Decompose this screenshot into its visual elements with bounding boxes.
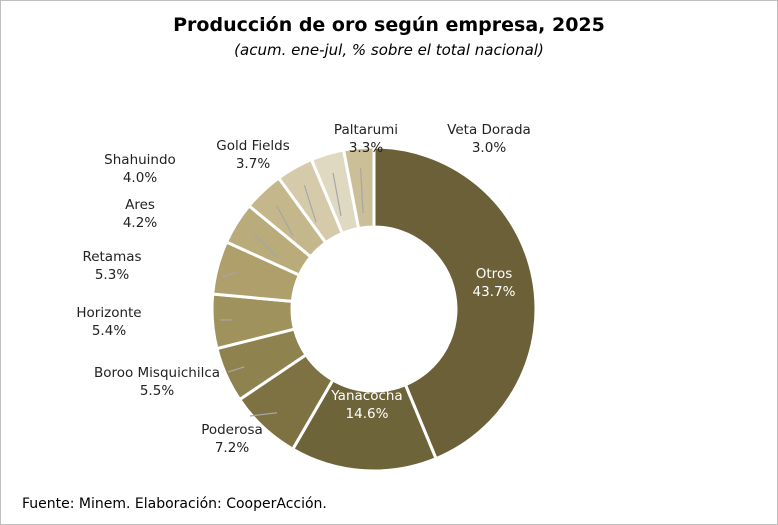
slice-value-retamas: 5.3% (95, 267, 129, 283)
slice-value-ares: 4.2% (123, 215, 157, 231)
slice-name-horizonte: Horizonte (76, 305, 141, 321)
leader-line-poderosa (249, 412, 278, 417)
slice-name-boroo-misquichilca: Boroo Misquichilca (94, 365, 220, 381)
slice-yanacocha (290, 377, 439, 473)
slice-name-gold-fields: Gold Fields (216, 138, 290, 154)
slice-value-gold-fields: 3.7% (236, 156, 270, 172)
slice-name-ares: Ares (125, 197, 155, 213)
slice-value-poderosa: 7.2% (215, 440, 249, 456)
leader-line-ares (253, 233, 279, 259)
slice-value-veta-dorada: 3.0% (472, 140, 506, 156)
slice-otros (372, 145, 538, 461)
slice-name-poderosa: Poderosa (201, 422, 263, 438)
slice-name-retamas: Retamas (82, 249, 141, 265)
leader-line-boroo-misquichilca (227, 366, 245, 373)
chart-title: Producción de oro según empresa, 2025 (173, 14, 605, 36)
source-note: Fuente: Minem. Elaboración: CooperAcción… (22, 496, 327, 512)
slice-value-otros: 43.7% (473, 284, 516, 300)
slice-value-horizonte: 5.4% (92, 323, 126, 339)
slice-name-otros: Otros (476, 266, 512, 282)
leader-line-paltarumi (332, 172, 342, 217)
slice-value-yanacocha: 14.6% (346, 406, 389, 422)
slice-value-boroo-misquichilca: 5.5% (140, 383, 174, 399)
leader-line-gold-fields (303, 185, 317, 223)
chart-subtitle: (acum. ene-jul, % sobre el total naciona… (234, 41, 544, 59)
slice-value-shahuindo: 4.0% (123, 170, 157, 186)
leader-line-retamas (221, 271, 237, 278)
slice-veta-dorada (341, 145, 376, 231)
slice-name-veta-dorada: Veta Dorada (447, 122, 531, 138)
slice-name-shahuindo: Shahuindo (104, 152, 176, 168)
slice-name-yanacocha: Yanacocha (330, 388, 402, 404)
leader-line-shahuindo (276, 205, 294, 237)
donut-slices (210, 145, 538, 473)
leader-line-veta-dorada (360, 167, 364, 214)
slice-name-paltarumi: Paltarumi (334, 122, 398, 138)
slice-value-paltarumi: 3.3% (349, 140, 383, 156)
